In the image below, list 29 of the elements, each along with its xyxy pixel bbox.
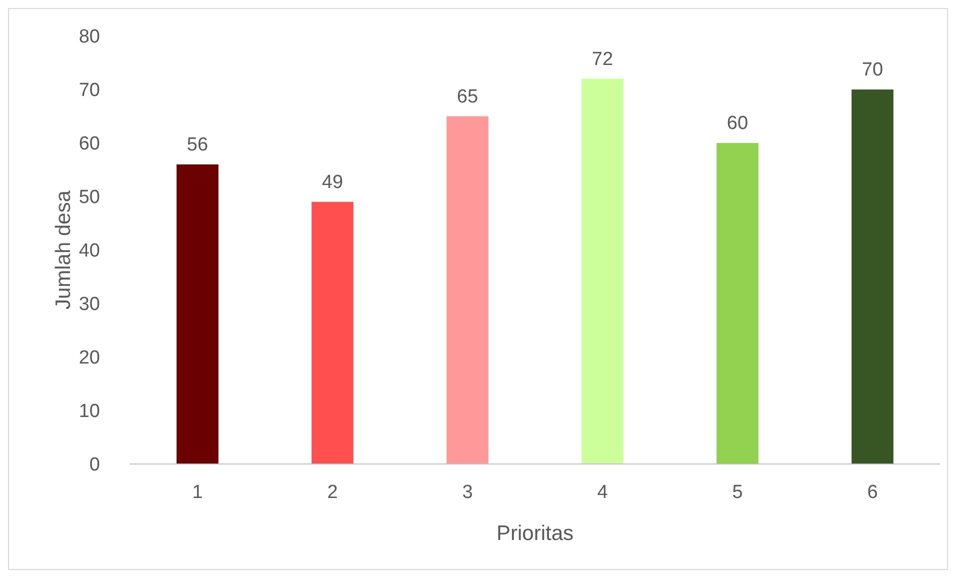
y-tick-label: 0 — [89, 454, 100, 476]
y-tick-label: 40 — [78, 240, 100, 262]
data-label: 70 — [862, 60, 884, 80]
y-tick-label: 10 — [78, 401, 100, 422]
bar — [446, 116, 488, 464]
x-axis-title: Prioritas — [496, 522, 574, 545]
x-tick-label: 5 — [732, 482, 743, 503]
y-tick-label: 30 — [78, 294, 100, 316]
y-tick-label: 80 — [78, 26, 100, 48]
y-tick-label: 20 — [78, 348, 100, 369]
bar — [716, 143, 758, 464]
x-tick-label: 1 — [192, 482, 203, 503]
data-label: 65 — [456, 86, 478, 108]
y-axis-title: Jumlah desa — [52, 190, 75, 310]
data-label: 49 — [322, 172, 344, 193]
data-label: 60 — [726, 113, 748, 134]
y-tick-label: 70 — [78, 80, 100, 102]
x-tick-label: 3 — [462, 482, 473, 503]
bar — [312, 202, 354, 464]
bar — [582, 78, 624, 464]
data-label: 56 — [186, 134, 208, 156]
y-tick-label: 50 — [78, 187, 100, 208]
x-tick-label: 4 — [597, 482, 608, 503]
bar — [176, 164, 218, 464]
y-tick-label: 60 — [78, 134, 100, 155]
bar — [852, 90, 894, 464]
x-tick-label: 6 — [867, 482, 878, 503]
data-label: 72 — [592, 48, 614, 70]
x-tick-label: 2 — [327, 482, 338, 503]
